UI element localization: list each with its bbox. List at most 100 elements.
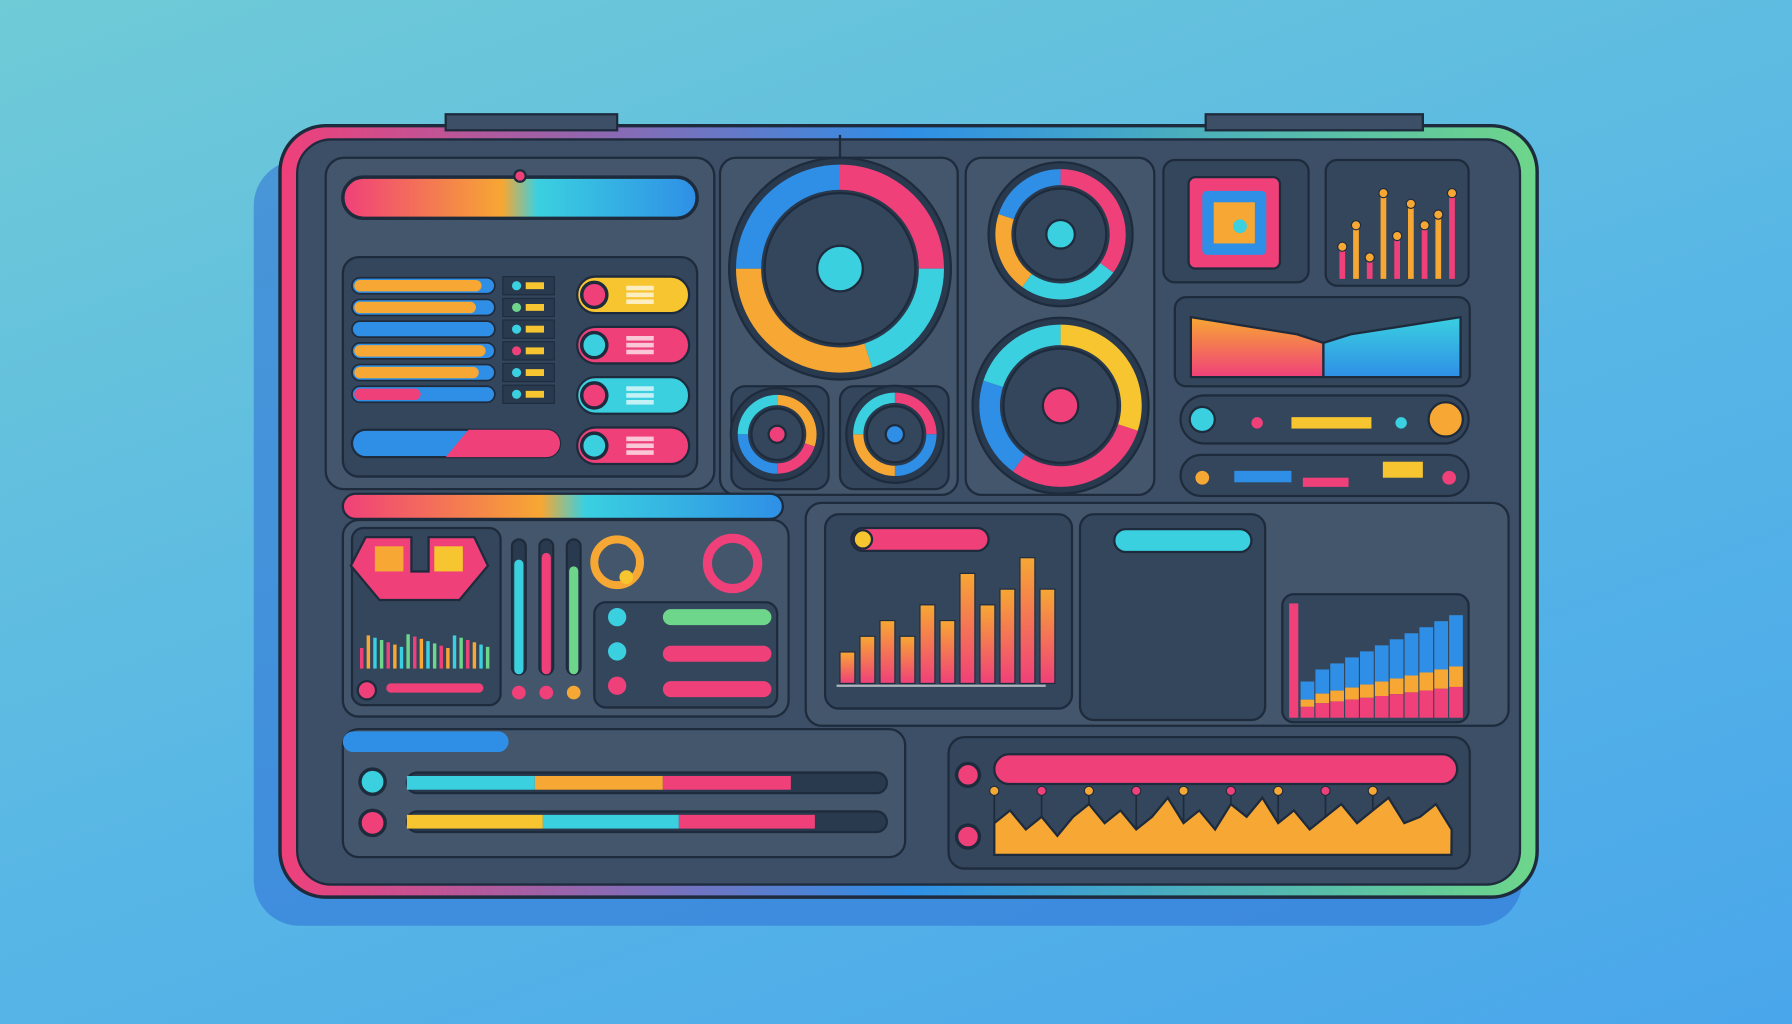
bar-cap [1405, 198, 1416, 209]
marker-dot [1036, 785, 1047, 796]
eq-bar [452, 635, 457, 669]
gauge-segment [863, 268, 944, 368]
meter-fill [514, 559, 524, 675]
bar [879, 620, 896, 684]
toggle-grid [626, 285, 654, 291]
eq-bar [360, 648, 364, 669]
bar [859, 635, 876, 684]
bar-segment [1300, 681, 1315, 700]
eq-bar [439, 645, 443, 669]
eq-bar [413, 636, 417, 669]
list-panel [341, 256, 699, 478]
bar-segment [1330, 701, 1344, 718]
progress-segment [678, 814, 815, 829]
toggle-grid [626, 342, 654, 348]
bar-segment [1449, 666, 1463, 687]
bar-segment [1374, 696, 1389, 718]
bar-segment [1374, 681, 1389, 696]
bar-segment [1345, 699, 1359, 718]
status-dot [512, 302, 522, 312]
eq-bar [485, 646, 490, 669]
eq-bar [432, 643, 437, 669]
gauge-segment [776, 394, 817, 447]
list-row-fill [354, 345, 486, 357]
gauge-segment [894, 392, 937, 435]
bar-segment [1300, 706, 1315, 718]
bar-segment [1434, 669, 1448, 689]
toggle-grid [626, 299, 654, 304]
gauge-center [816, 244, 864, 293]
bar-segment [1345, 687, 1359, 700]
bar-cap [1419, 220, 1430, 231]
status-dot [512, 324, 522, 334]
bar-segment [1345, 657, 1359, 688]
marker-dot [1320, 785, 1331, 796]
status-chip [525, 282, 544, 290]
stacked-chart [1281, 593, 1470, 724]
bar [1435, 214, 1442, 279]
bar [1408, 203, 1414, 279]
toggle-grid [626, 436, 654, 442]
slider-knob[interactable] [1427, 401, 1464, 438]
mini-bar-chart [1324, 158, 1470, 287]
eq-bar [379, 640, 384, 669]
gauge-segment [979, 380, 1026, 472]
bar-cap [1378, 188, 1389, 199]
bar [939, 620, 956, 684]
list-row-fill [354, 366, 479, 379]
donut-panel [1078, 513, 1267, 722]
toggle-grid [626, 393, 654, 398]
toggle-grid [626, 450, 654, 455]
eq-bar [459, 637, 463, 669]
wave-area [993, 795, 1453, 856]
eq-bar [472, 642, 477, 669]
bar-segment [1404, 633, 1419, 676]
bar [1449, 193, 1455, 279]
meter-button[interactable] [512, 685, 526, 700]
bar-segment [1360, 684, 1374, 698]
slider-row[interactable] [1179, 394, 1470, 445]
bar [999, 588, 1016, 684]
toggle-knob[interactable] [579, 330, 609, 360]
bar [1380, 193, 1387, 279]
progress-segment [406, 814, 543, 829]
bar-segment [1419, 690, 1434, 718]
chart-toggle[interactable] [850, 526, 990, 552]
gauge-segment [1022, 262, 1114, 300]
slider-row[interactable] [1179, 453, 1470, 498]
toggle-grid [626, 292, 654, 298]
control-panel [341, 492, 790, 718]
toggle-grid [626, 443, 654, 448]
gauge-segment [983, 324, 1061, 388]
status-chip [525, 347, 544, 355]
bar [1019, 557, 1036, 684]
gauge-segment [737, 433, 778, 474]
bar [1353, 225, 1359, 279]
gauge-segment [853, 392, 896, 435]
gauge-center [767, 424, 787, 444]
toggle-knob[interactable] [579, 381, 609, 410]
marker-dot [1131, 785, 1142, 796]
bar-segment [1330, 690, 1344, 702]
bar [1039, 588, 1056, 684]
status-dot [512, 368, 522, 378]
gauge-segment [736, 164, 841, 269]
gauge-segment [839, 164, 944, 269]
list-row-fill [354, 323, 441, 335]
meter-button[interactable] [566, 685, 581, 700]
toggle-knob[interactable] [579, 280, 609, 310]
gauge-segment [736, 268, 873, 373]
bar-segment [1449, 686, 1463, 718]
meter-button[interactable] [539, 685, 554, 700]
record-button[interactable] [356, 679, 378, 701]
bar [979, 604, 996, 684]
bar-segment [1419, 627, 1434, 673]
bar-segment [1360, 697, 1374, 718]
bar [899, 635, 916, 684]
progress-segment [534, 776, 663, 790]
bar-cap [1433, 209, 1444, 220]
legend-strip [1289, 603, 1299, 718]
bar-cap [1350, 220, 1362, 231]
image-thumbnail[interactable] [1162, 158, 1310, 284]
toggle-knob[interactable] [579, 431, 609, 460]
